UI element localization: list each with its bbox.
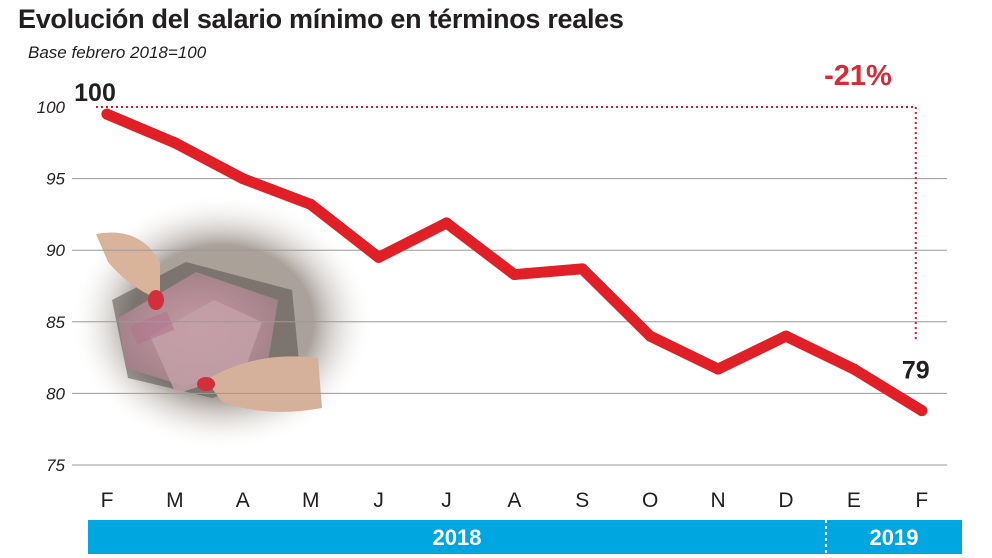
year-label: 2019 [869,525,918,550]
start-value-label: 100 [74,79,116,107]
x-tick-label: S [575,489,589,512]
data-point [576,263,588,275]
series [101,108,928,417]
data-point [712,363,724,375]
x-tick-label: M [166,489,184,512]
x-tick-label: J [441,489,452,512]
x-tick-label: N [711,489,726,512]
data-point [101,108,113,120]
chart-subtitle: Base febrero 2018=100 [28,43,207,62]
change-label: -21% [824,60,892,92]
x-tick-label: J [373,489,384,512]
gridlines [72,178,947,466]
data-point [237,173,249,185]
x-tick-label: O [642,489,658,512]
data-point [848,363,860,375]
x-tick-label: A [236,489,250,512]
x-tick-label: E [847,489,861,512]
data-point [169,137,181,149]
chart-title: Evolución del salario mínimo en términos… [18,4,624,34]
y-axis: 100 95 90 85 80 75 [37,98,66,475]
x-tick-label: M [302,489,320,512]
y-tick-label: 80 [46,384,65,403]
y-tick-label: 95 [46,170,65,189]
data-point [373,251,385,263]
y-tick-label: 75 [46,456,65,475]
data-point [780,330,792,342]
year-band: 2018 2019 [88,520,962,554]
year-label: 2018 [432,525,481,550]
y-tick-label: 85 [46,313,65,332]
end-value-label: 79 [902,357,930,385]
y-tick-label: 90 [46,241,65,260]
x-tick-label: F [915,489,928,512]
data-point [305,198,317,210]
year-band-bar [88,520,962,554]
reference-markers [96,106,917,340]
x-tick-label: D [778,489,793,512]
data-point [441,217,452,229]
y-tick-label: 100 [37,98,66,117]
data-point [916,405,928,417]
data-point [508,269,520,281]
x-tick-label: A [507,489,521,512]
data-point [644,330,656,342]
x-tick-label: F [101,489,114,512]
